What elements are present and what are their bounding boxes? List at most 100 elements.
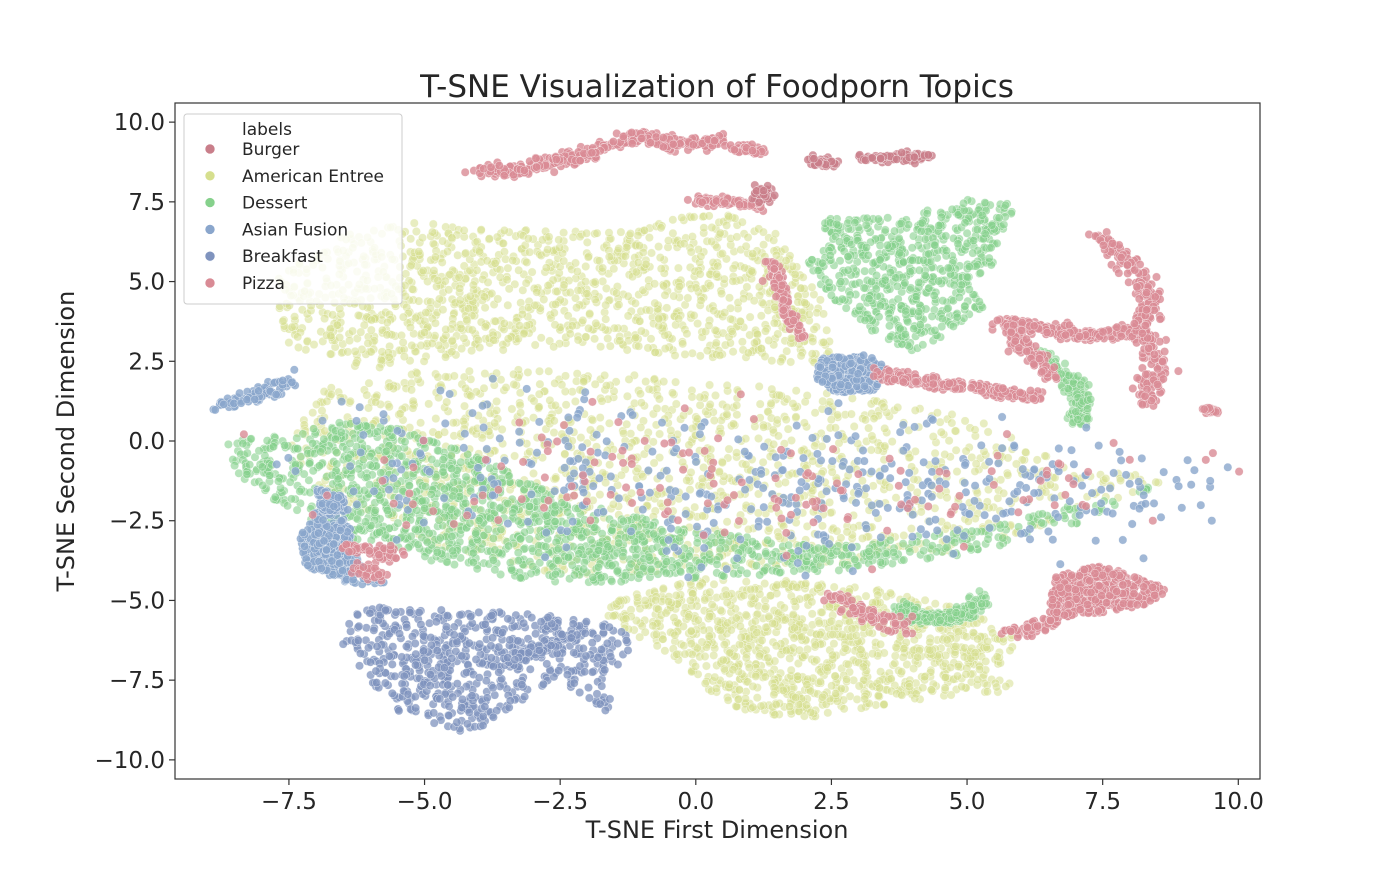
data-point [535, 379, 545, 389]
data-point [375, 362, 385, 372]
data-point [482, 256, 492, 266]
data-point [770, 710, 780, 720]
data-point [356, 327, 366, 337]
data-point [652, 641, 662, 651]
data-point [670, 630, 680, 640]
data-point [673, 263, 683, 273]
data-point [705, 612, 715, 621]
data-point [807, 609, 817, 619]
data-point [258, 480, 268, 490]
data-point [431, 252, 440, 262]
data-point [1151, 477, 1161, 487]
data-point [647, 248, 656, 258]
data-point [595, 413, 605, 423]
data-point [831, 689, 841, 699]
data-point [490, 418, 500, 428]
data-point [860, 694, 870, 704]
data-point [605, 460, 615, 470]
data-point [733, 694, 743, 704]
data-point [572, 267, 582, 277]
data-point [786, 357, 796, 367]
data-point [424, 399, 434, 409]
data-point [968, 628, 978, 638]
data-point [909, 664, 919, 673]
data-point [839, 704, 849, 714]
chart-title: T-SNE Visualization of Foodporn Topics [419, 69, 1014, 105]
data-point [884, 482, 894, 492]
data-point [880, 441, 890, 451]
data-point [320, 314, 330, 324]
data-point [940, 450, 950, 459]
data-point [416, 341, 426, 350]
data-point [443, 247, 452, 256]
data-point [951, 445, 961, 455]
data-point [983, 427, 993, 437]
data-point [431, 414, 441, 424]
data-point [759, 422, 769, 432]
data-point [947, 418, 957, 428]
data-point [633, 231, 643, 240]
data-point [728, 665, 738, 675]
data-point [728, 276, 738, 286]
data-point [920, 595, 930, 605]
data-point [453, 508, 462, 518]
data-point [709, 650, 719, 660]
data-point [476, 225, 486, 235]
data-point [466, 391, 476, 401]
data-point [412, 368, 422, 378]
data-point [637, 326, 646, 336]
data-point [669, 291, 679, 301]
data-point [666, 426, 676, 435]
data-point [516, 408, 526, 418]
data-point [523, 367, 533, 377]
data-point [489, 335, 499, 345]
data-point [622, 345, 632, 355]
data-point [581, 262, 591, 271]
data-point [345, 396, 355, 406]
data-point [957, 682, 967, 692]
data-point [571, 258, 580, 268]
data-point [876, 639, 885, 649]
data-point [602, 381, 611, 391]
data-point [376, 355, 386, 365]
data-point [385, 382, 395, 391]
data-point [705, 400, 715, 409]
data-point [741, 610, 751, 620]
data-point [717, 289, 727, 299]
data-point [772, 415, 782, 425]
data-point [465, 265, 475, 275]
data-point [644, 233, 654, 243]
data-point [773, 431, 783, 441]
data-point [536, 333, 546, 343]
data-point [712, 242, 722, 252]
data-point [488, 533, 498, 543]
data-point [940, 683, 950, 693]
data-point [818, 692, 827, 702]
data-point [474, 246, 484, 256]
data-point [623, 291, 633, 301]
data-point [590, 295, 600, 305]
data-point [492, 405, 502, 415]
data-point [746, 584, 756, 594]
data-point [353, 310, 363, 320]
data-point [745, 312, 755, 322]
data-point [684, 440, 694, 450]
data-point [604, 228, 614, 238]
data-point [399, 352, 409, 362]
data-point [308, 408, 318, 418]
data-point [1021, 447, 1031, 457]
data-point [464, 366, 474, 376]
data-point [621, 614, 631, 624]
data-point [757, 635, 767, 645]
data-point [612, 288, 622, 298]
data-point [946, 662, 956, 672]
data-point [640, 225, 650, 235]
data-point [744, 525, 753, 534]
data-point [550, 400, 560, 410]
data-point [498, 239, 508, 248]
data-point [734, 685, 744, 695]
data-point [654, 394, 664, 404]
data-point [773, 329, 783, 339]
data-point [869, 414, 879, 423]
data-point [654, 242, 664, 252]
